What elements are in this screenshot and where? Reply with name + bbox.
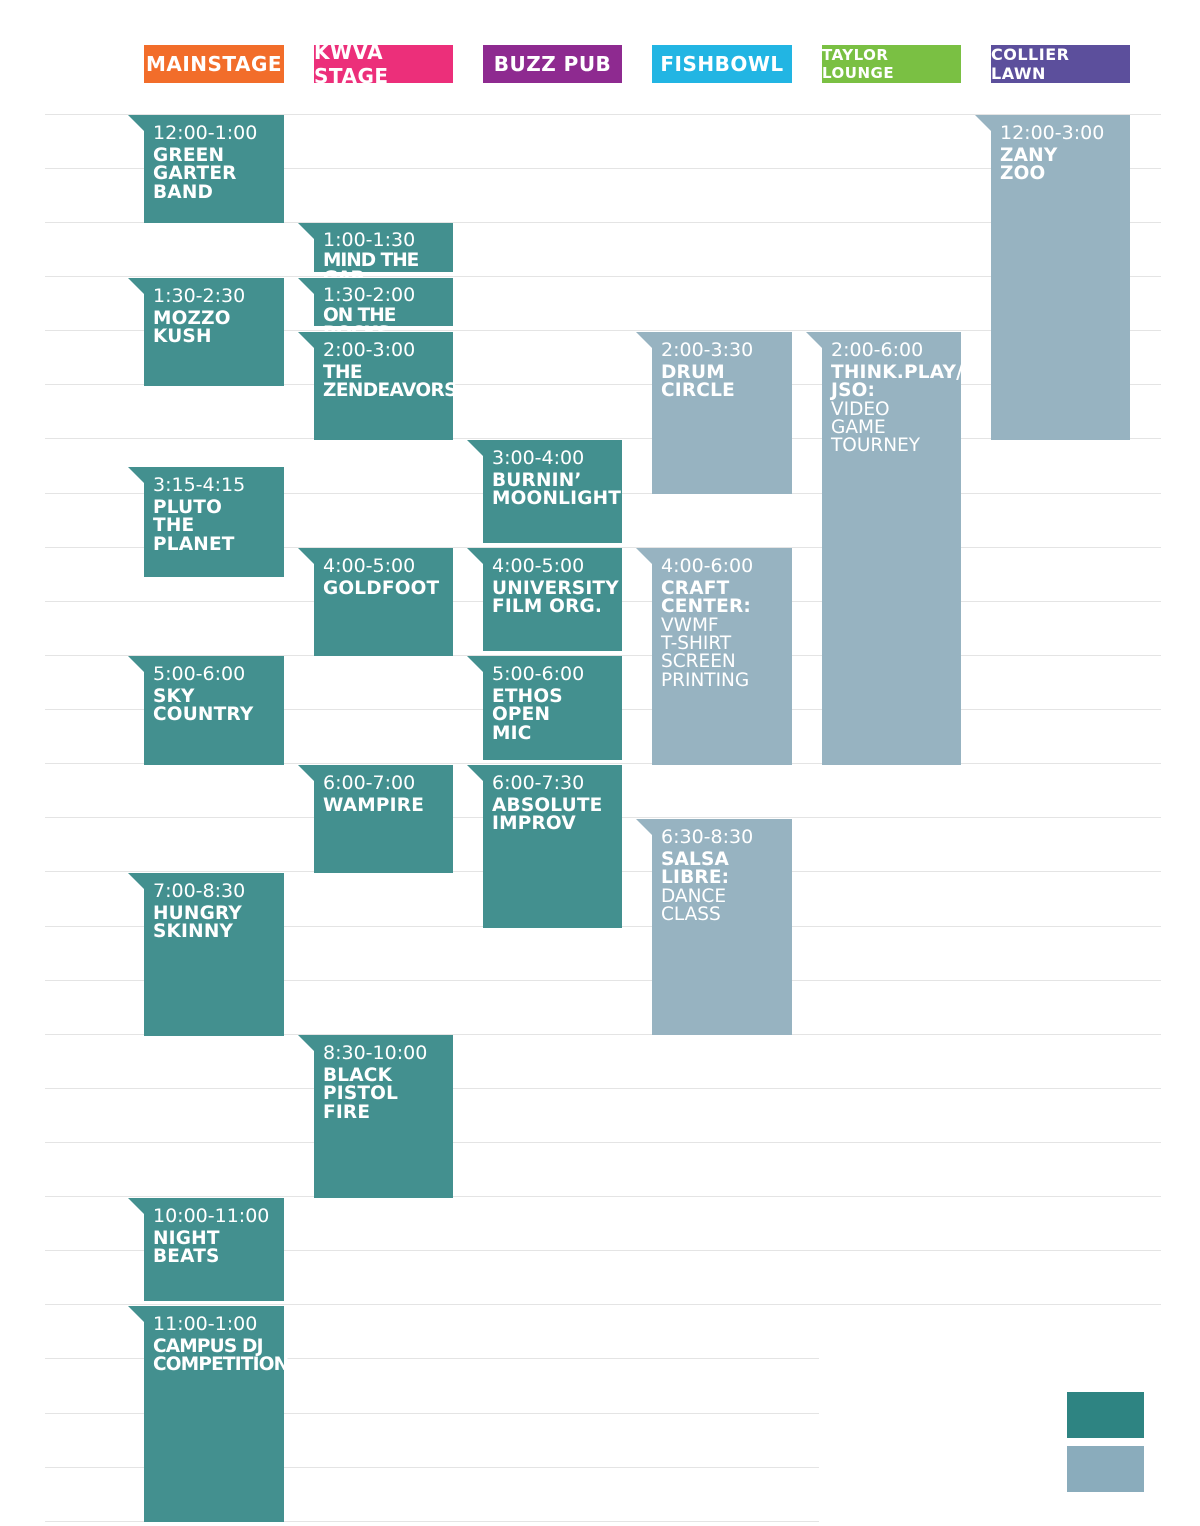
grid-line: [45, 438, 1161, 439]
event-hungry-skinny: 7:00-8:30 HUNGRY SKINNY: [128, 873, 284, 1036]
event-name: BLACK PISTOL FIRE: [323, 1065, 399, 1123]
grid-line: [45, 222, 1161, 223]
grid-line: [45, 1196, 1161, 1197]
event-time: 6:00-7:00: [323, 772, 416, 794]
event-the-zendeavors: 2:00-3:00 THE ZENDEAVORS: [298, 332, 457, 440]
stage-header-buzz-pub: BUZZ PUB: [483, 45, 622, 83]
event-name: SALSA LIBRE:: [661, 849, 730, 889]
event-time: 12:00-3:00: [1000, 122, 1105, 144]
event-green-garter-band: 12:00-1:00 GREEN GARTER BAND: [128, 115, 284, 223]
event-time: 4:00-5:00: [492, 555, 585, 577]
grid-line: [45, 1467, 819, 1468]
event-name: ZANY ZOO: [1000, 145, 1058, 185]
event-time: 2:00-3:30: [661, 339, 754, 361]
event-time: 8:30-10:00: [323, 1042, 428, 1064]
grid-line: [45, 384, 1161, 385]
grid-line: [45, 1088, 1161, 1089]
stage-header-fishbowl: FISHBOWL: [652, 45, 792, 83]
event-name: HUNGRY SKINNY: [153, 903, 243, 943]
event-name: ETHOS OPEN MIC: [492, 686, 563, 744]
event-ethos-open-mic: 5:00-6:00 ETHOS OPEN MIC: [467, 656, 622, 760]
event-think-play-jso: 2:00-6:00 THINK.PLAY/JSO: VIDEO GAME TOURN…: [806, 332, 964, 765]
event-time: 5:00-6:00: [492, 663, 585, 685]
event-name: MOZZO KUSH: [153, 308, 231, 348]
grid-line: [45, 1034, 1161, 1035]
event-name: CRAFT CENTER:: [661, 578, 751, 618]
event-time: 1:30-2:00: [323, 284, 416, 306]
event-time: 6:30-8:30: [661, 826, 754, 848]
stage-header-mainstage: MAINSTAGE: [144, 45, 284, 83]
stage-header-collier-lawn: COLLIER LAWN: [991, 45, 1130, 83]
event-mind-the-gap: 1:00-1:30 MIND THE GAP: [298, 223, 453, 288]
grid-line: [45, 763, 1161, 764]
event-campus-dj-competition: 11:00-1:00 CAMPUS DJ COMPETITION: [128, 1306, 289, 1522]
event-black-pistol-fire: 8:30-10:00 BLACK PISTOL FIRE: [298, 1035, 453, 1198]
event-university-film-org: 4:00-5:00 UNIVERSITY FILM ORG.: [467, 548, 622, 651]
event-name: NIGHT BEATS: [153, 1228, 220, 1268]
grid-line: [45, 1413, 819, 1414]
event-time: 3:15-4:15: [153, 474, 246, 496]
event-name: CAMPUS DJ COMPETITION: [153, 1336, 289, 1376]
event-time: 4:00-6:00: [661, 555, 754, 577]
event-time: 12:00-1:00: [153, 122, 258, 144]
event-time: 2:00-3:00: [323, 339, 416, 361]
grid-line: [45, 1304, 1161, 1305]
event-craft-center: 4:00-6:00 CRAFT CENTER: VWMF T-SHIRT SCREEN…: [636, 548, 792, 765]
event-name: PLUTO THE PLANET: [153, 497, 235, 555]
stage-header-kwva: KWVA STAGE: [314, 40, 453, 88]
event-name: SKY COUNTRY: [153, 686, 254, 726]
grid-line: [45, 1142, 1161, 1143]
event-name: GOLDFOOT: [323, 578, 440, 599]
event-time: 11:00-1:00: [153, 1313, 258, 1335]
grid-line: [45, 655, 1161, 656]
event-burnin-moonlight: 3:00-4:00 BURNIN’ MOONLIGHT: [467, 440, 622, 543]
grid-line: [45, 114, 1161, 115]
event-drum-circle: 2:00-3:30 DRUM CIRCLE: [636, 332, 792, 494]
event-description: DANCE CLASS: [661, 885, 727, 925]
grid-line: [45, 1521, 819, 1522]
event-name: UNIVERSITY FILM ORG.: [492, 578, 619, 618]
event-time: 6:00-7:30: [492, 772, 585, 794]
grid-line: [45, 330, 1161, 331]
grid-line: [45, 1250, 1161, 1251]
grid-line: [45, 168, 1161, 169]
event-zany-zoo: 12:00-3:00 ZANY ZOO: [975, 115, 1130, 440]
event-time: 4:00-5:00: [323, 555, 416, 577]
event-time: 7:00-8:30: [153, 880, 246, 902]
event-name: ABSOLUTE IMPROV: [492, 795, 603, 835]
event-name: THE ZENDEAVORS: [323, 362, 457, 402]
legend-swatch-gray-blue: [1067, 1446, 1144, 1492]
event-name: GREEN GARTER BAND: [153, 145, 237, 203]
grid-line: [45, 276, 1161, 277]
event-wampire: 6:00-7:00 WAMPIRE: [298, 765, 453, 873]
event-time: 3:00-4:00: [492, 447, 585, 469]
event-name: WAMPIRE: [323, 795, 425, 816]
event-salsa-libre: 6:30-8:30 SALSA LIBRE: DANCE CLASS: [636, 819, 792, 1035]
event-mozzo-kush: 1:30-2:30 MOZZO KUSH: [128, 278, 284, 386]
event-description: VWMF T-SHIRT SCREEN PRINTING: [661, 614, 750, 691]
event-pluto-the-planet: 3:15-4:15 PLUTO THE PLANET: [128, 467, 284, 577]
event-description: VIDEO GAME TOURNEY: [831, 398, 921, 457]
event-time: 2:00-6:00: [831, 339, 924, 361]
event-name: BURNIN’ MOONLIGHT: [492, 470, 622, 510]
grid-line: [45, 547, 1161, 548]
event-name: THINK.PLAY/JSO:: [831, 362, 964, 402]
event-night-beats: 10:00-11:00 NIGHT BEATS: [128, 1198, 284, 1301]
legend-swatch-teal: [1067, 1392, 1144, 1438]
event-absolute-improv: 6:00-7:30 ABSOLUTE IMPROV: [467, 765, 622, 928]
event-time: 1:00-1:30: [323, 229, 416, 251]
grid-line: [45, 980, 1161, 981]
event-sky-country: 5:00-6:00 SKY COUNTRY: [128, 656, 284, 765]
event-time: 10:00-11:00: [153, 1205, 270, 1227]
event-goldfoot: 4:00-5:00 GOLDFOOT: [298, 548, 453, 656]
grid-line: [45, 1358, 819, 1359]
event-time: 5:00-6:00: [153, 663, 246, 685]
stage-header-taylor-lounge: TAYLOR LOUNGE: [822, 45, 961, 83]
event-on-the-rocks: 1:30-2:00 ON THE ROCKS: [298, 278, 453, 343]
event-time: 1:30-2:30: [153, 285, 246, 307]
event-name: DRUM CIRCLE: [661, 362, 735, 402]
